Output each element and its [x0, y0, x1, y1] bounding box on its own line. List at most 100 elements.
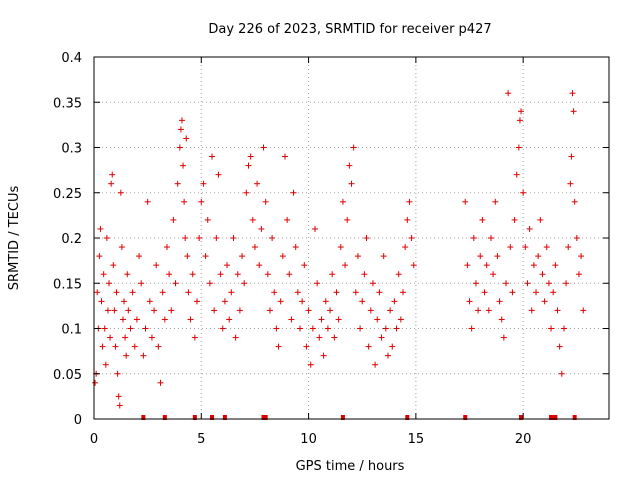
data-point: [344, 216, 351, 223]
data-point: [558, 370, 565, 377]
data-point: [228, 289, 235, 296]
data-point: [251, 244, 258, 251]
data-point: [533, 289, 540, 296]
data-point: [494, 253, 501, 260]
data-point: [539, 271, 546, 278]
data-point: [254, 180, 261, 187]
data-point: [468, 325, 475, 332]
data-point: [271, 289, 278, 296]
zero-data-point: [141, 415, 146, 420]
data-point: [182, 235, 189, 241]
data-point: [513, 171, 520, 178]
zero-data-point: [553, 415, 558, 420]
data-point: [277, 298, 284, 305]
data-point: [142, 325, 149, 332]
data-point: [191, 334, 198, 341]
data-point: [472, 280, 479, 287]
data-point: [530, 262, 537, 269]
data-point: [552, 262, 559, 269]
data-point: [320, 352, 327, 359]
axis-ticks: [93, 56, 609, 420]
zero-value-points: [141, 415, 577, 420]
data-point: [301, 262, 308, 269]
y-tick-label: 0.15: [53, 277, 82, 292]
data-point: [490, 271, 497, 278]
data-point: [249, 216, 256, 223]
data-point: [224, 262, 231, 269]
data-point: [129, 289, 136, 296]
data-point: [184, 253, 191, 260]
data-point: [151, 307, 158, 314]
data-point: [391, 298, 398, 305]
data-point: [178, 117, 185, 124]
data-point: [96, 253, 103, 260]
data-point: [316, 334, 323, 341]
data-point: [219, 325, 226, 332]
data-point: [116, 402, 123, 409]
data-point: [247, 153, 254, 160]
data-point: [111, 307, 118, 314]
data-point: [200, 180, 207, 187]
data-point: [183, 135, 190, 142]
data-point: [256, 262, 263, 269]
data-point: [520, 189, 527, 196]
data-point: [194, 298, 200, 305]
zero-data-point: [263, 415, 268, 420]
data-point: [140, 352, 147, 359]
y-axis-label: SRMTID / TECUs: [7, 186, 22, 291]
data-point: [357, 325, 364, 332]
y-tick-label: 0.25: [53, 187, 82, 202]
data-point: [170, 216, 177, 223]
data-point: [236, 307, 243, 314]
data-point: [266, 307, 273, 314]
data-point: [101, 325, 108, 332]
data-point: [117, 189, 124, 196]
data-point: [563, 280, 570, 287]
data-point: [503, 280, 509, 287]
data-point: [322, 298, 329, 305]
data-point: [393, 325, 400, 332]
data-point: [153, 262, 160, 269]
data-point: [262, 198, 269, 205]
data-point: [258, 225, 265, 232]
data-point: [543, 244, 550, 251]
data-point: [354, 253, 361, 260]
x-tick-labels: 0 5 10 15 20: [90, 432, 532, 447]
data-point: [230, 235, 237, 241]
data-point: [124, 271, 131, 278]
data-point: [384, 352, 391, 359]
data-point: [234, 271, 241, 278]
data-point: [580, 307, 587, 314]
data-point: [350, 144, 357, 151]
data-point: [516, 117, 523, 124]
data-point: [114, 370, 121, 377]
data-point: [352, 289, 359, 296]
data-point: [363, 235, 370, 241]
data-point: [206, 280, 213, 287]
data-point: [380, 253, 387, 260]
data-point: [209, 153, 216, 160]
data-point: [554, 307, 561, 314]
data-point: [168, 307, 175, 314]
data-point: [359, 298, 366, 305]
data-point: [526, 225, 533, 232]
data-point: [312, 225, 319, 232]
data-point: [333, 289, 340, 296]
data-point: [485, 307, 492, 314]
data-point: [570, 108, 577, 115]
data-point: [281, 153, 288, 160]
data-point: [314, 280, 321, 287]
data-point: [121, 298, 128, 305]
data-point: [213, 235, 220, 241]
data-point: [144, 198, 151, 205]
zero-data-point: [222, 415, 227, 420]
data-point: [342, 262, 349, 269]
data-point: [376, 289, 383, 296]
data-point: [402, 244, 409, 251]
grid: [94, 57, 609, 419]
x-tick-label: 20: [515, 432, 532, 447]
data-point: [462, 198, 469, 205]
data-point: [119, 316, 126, 323]
data-point: [211, 307, 218, 314]
data-point: [361, 271, 368, 278]
